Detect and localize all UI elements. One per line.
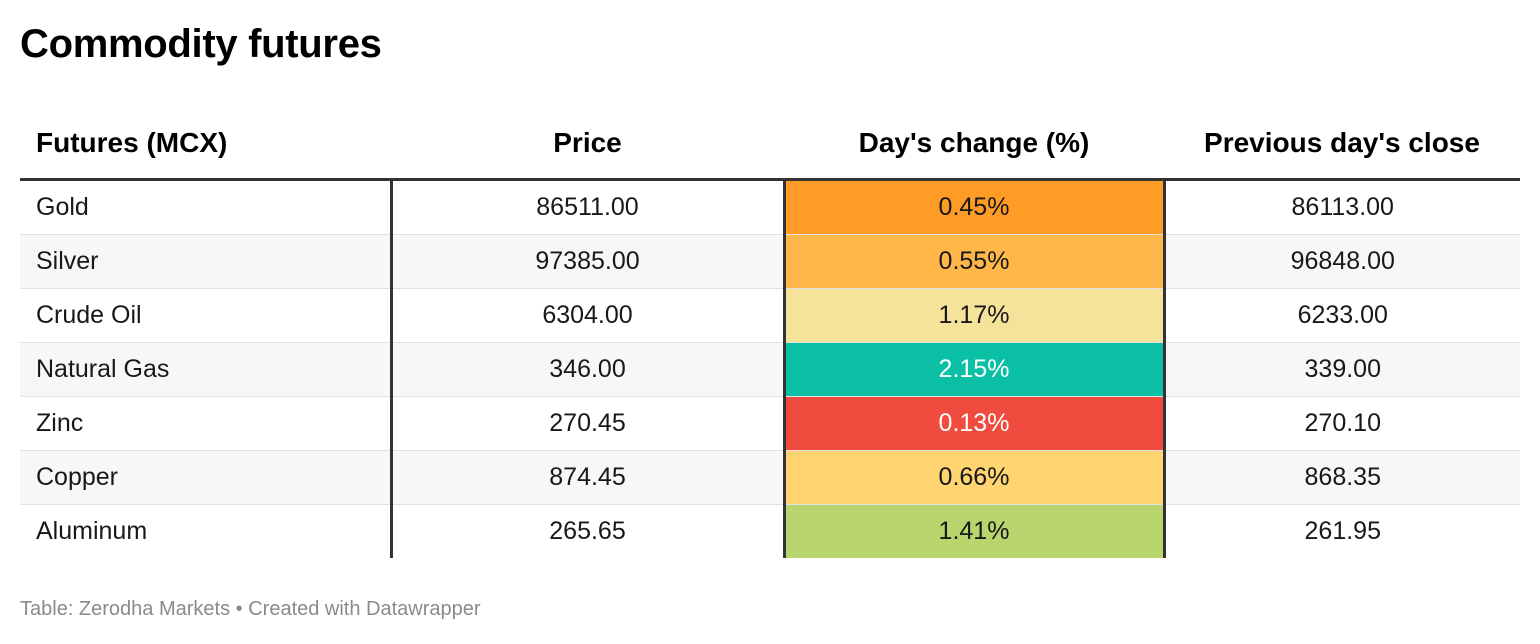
column-header-futures[interactable]: Futures (MCX) — [20, 108, 391, 181]
cell-commodity-name: Aluminum — [20, 504, 393, 558]
cell-day-change: 0.45% — [782, 179, 1166, 235]
cell-price: 86511.00 — [391, 179, 784, 235]
table-body: Gold 86511.00 0.45% 86113.00 Silver 97385.00 0… — [20, 179, 1520, 558]
cell-prev-close: 86113.00 — [1164, 179, 1520, 235]
column-header-change[interactable]: Day's change (%) — [784, 108, 1164, 181]
cell-commodity-name: Zinc — [20, 396, 393, 451]
table-row: Zinc 270.45 0.13% 270.10 — [20, 396, 1520, 451]
table-row: Natural Gas 346.00 2.15% 339.00 — [20, 342, 1520, 397]
table-row: Copper 874.45 0.66% 868.35 — [20, 450, 1520, 505]
table-row: Gold 86511.00 0.45% 86113.00 — [20, 179, 1520, 235]
cell-price: 874.45 — [391, 450, 784, 505]
commodity-table: Futures (MCX) Price Day's change (%) Pre… — [20, 108, 1520, 558]
cell-commodity-name: Crude Oil — [20, 288, 393, 343]
cell-price: 97385.00 — [391, 234, 784, 289]
chart-title: Commodity futures — [20, 22, 382, 66]
column-header-price[interactable]: Price — [391, 108, 784, 181]
cell-day-change: 0.13% — [782, 396, 1166, 451]
cell-price: 270.45 — [391, 396, 784, 451]
cell-commodity-name: Silver — [20, 234, 393, 289]
cell-day-change: 2.15% — [782, 342, 1166, 397]
cell-day-change: 1.41% — [782, 504, 1166, 558]
header-row: Futures (MCX) Price Day's change (%) Pre… — [20, 108, 1520, 181]
cell-prev-close: 261.95 — [1304, 517, 1381, 545]
cell-price: 346.00 — [391, 342, 784, 397]
table-header: Futures (MCX) Price Day's change (%) Pre… — [20, 108, 1520, 181]
table-row: Silver 97385.00 0.55% 96848.00 — [20, 234, 1520, 289]
cell-commodity-name: Natural Gas — [20, 342, 393, 397]
column-header-prev-close[interactable]: Previous day's close — [1164, 108, 1520, 181]
table-row: Aluminum 265.65 1.41% 261.95 — [20, 504, 1520, 558]
cell-prev-close: 868.35 — [1164, 450, 1520, 505]
cell-commodity-name: Copper — [20, 450, 393, 505]
cell-prev-close: 6233.00 — [1164, 288, 1520, 343]
cell-prev-close: 96848.00 — [1164, 234, 1520, 289]
cell-day-change: 1.17% — [782, 288, 1166, 343]
cell-price: 6304.00 — [391, 288, 784, 343]
data-table-container: Futures (MCX) Price Day's change (%) Pre… — [20, 108, 1520, 558]
cell-day-change: 0.66% — [782, 450, 1166, 505]
cell-prev-close: 270.10 — [1164, 396, 1520, 451]
cell-day-change: 0.55% — [782, 234, 1166, 289]
table-row: Crude Oil 6304.00 1.17% 6233.00 — [20, 288, 1520, 343]
source-footer: Table: Zerodha Markets • Created with Da… — [20, 598, 481, 620]
cell-commodity-name: Gold — [20, 179, 393, 235]
cell-prev-close: 339.00 — [1164, 342, 1520, 397]
cell-price: 265.65 — [549, 517, 626, 545]
